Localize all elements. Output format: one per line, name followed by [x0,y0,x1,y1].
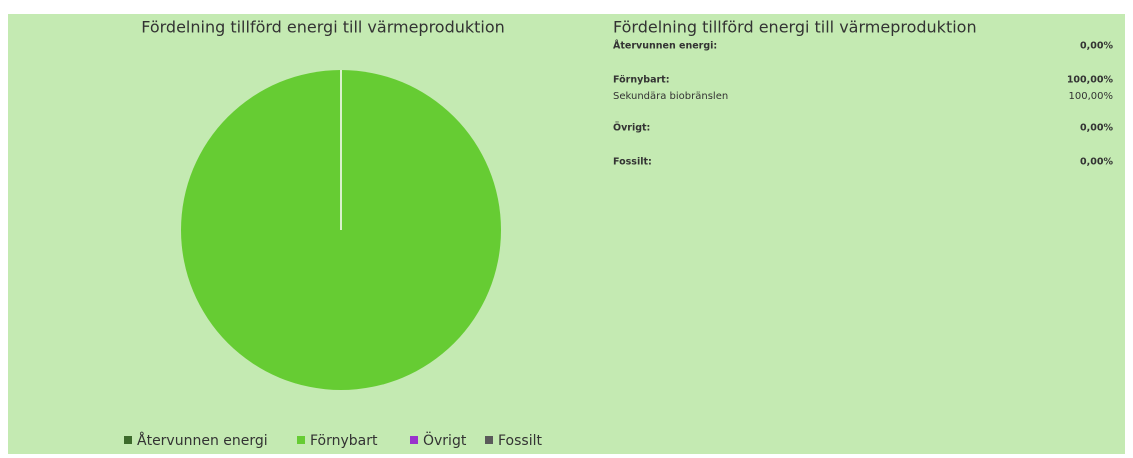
legend-swatch [485,436,493,444]
legend-label: Fossilt [498,433,542,449]
legend-label: Förnybart [310,433,378,449]
row-value: 100,00% [1067,75,1114,86]
row-value: 0,00% [1080,41,1113,52]
legend-swatch [124,436,132,444]
row-label: Övrigt: [613,123,650,134]
row-label: Fossilt: [613,157,652,168]
row-value: 0,00% [1080,157,1113,168]
legend-swatch [297,436,305,444]
legend-swatch [410,436,418,444]
table-title: Fördelning tillförd energi till värmepro… [613,18,977,37]
row-label: Återvunnen energi: [613,41,717,52]
row-label: Sekundära biobränslen [613,91,728,102]
row-value: 100,00% [1069,91,1114,102]
chart-title: Fördelning tillförd energi till värmepro… [141,18,505,37]
panel [8,14,1125,454]
row-label: Förnybart: [613,75,670,86]
legend-label: Återvunnen energi [137,432,268,449]
legend-label: Övrigt [423,431,467,449]
row-value: 0,00% [1080,123,1113,134]
